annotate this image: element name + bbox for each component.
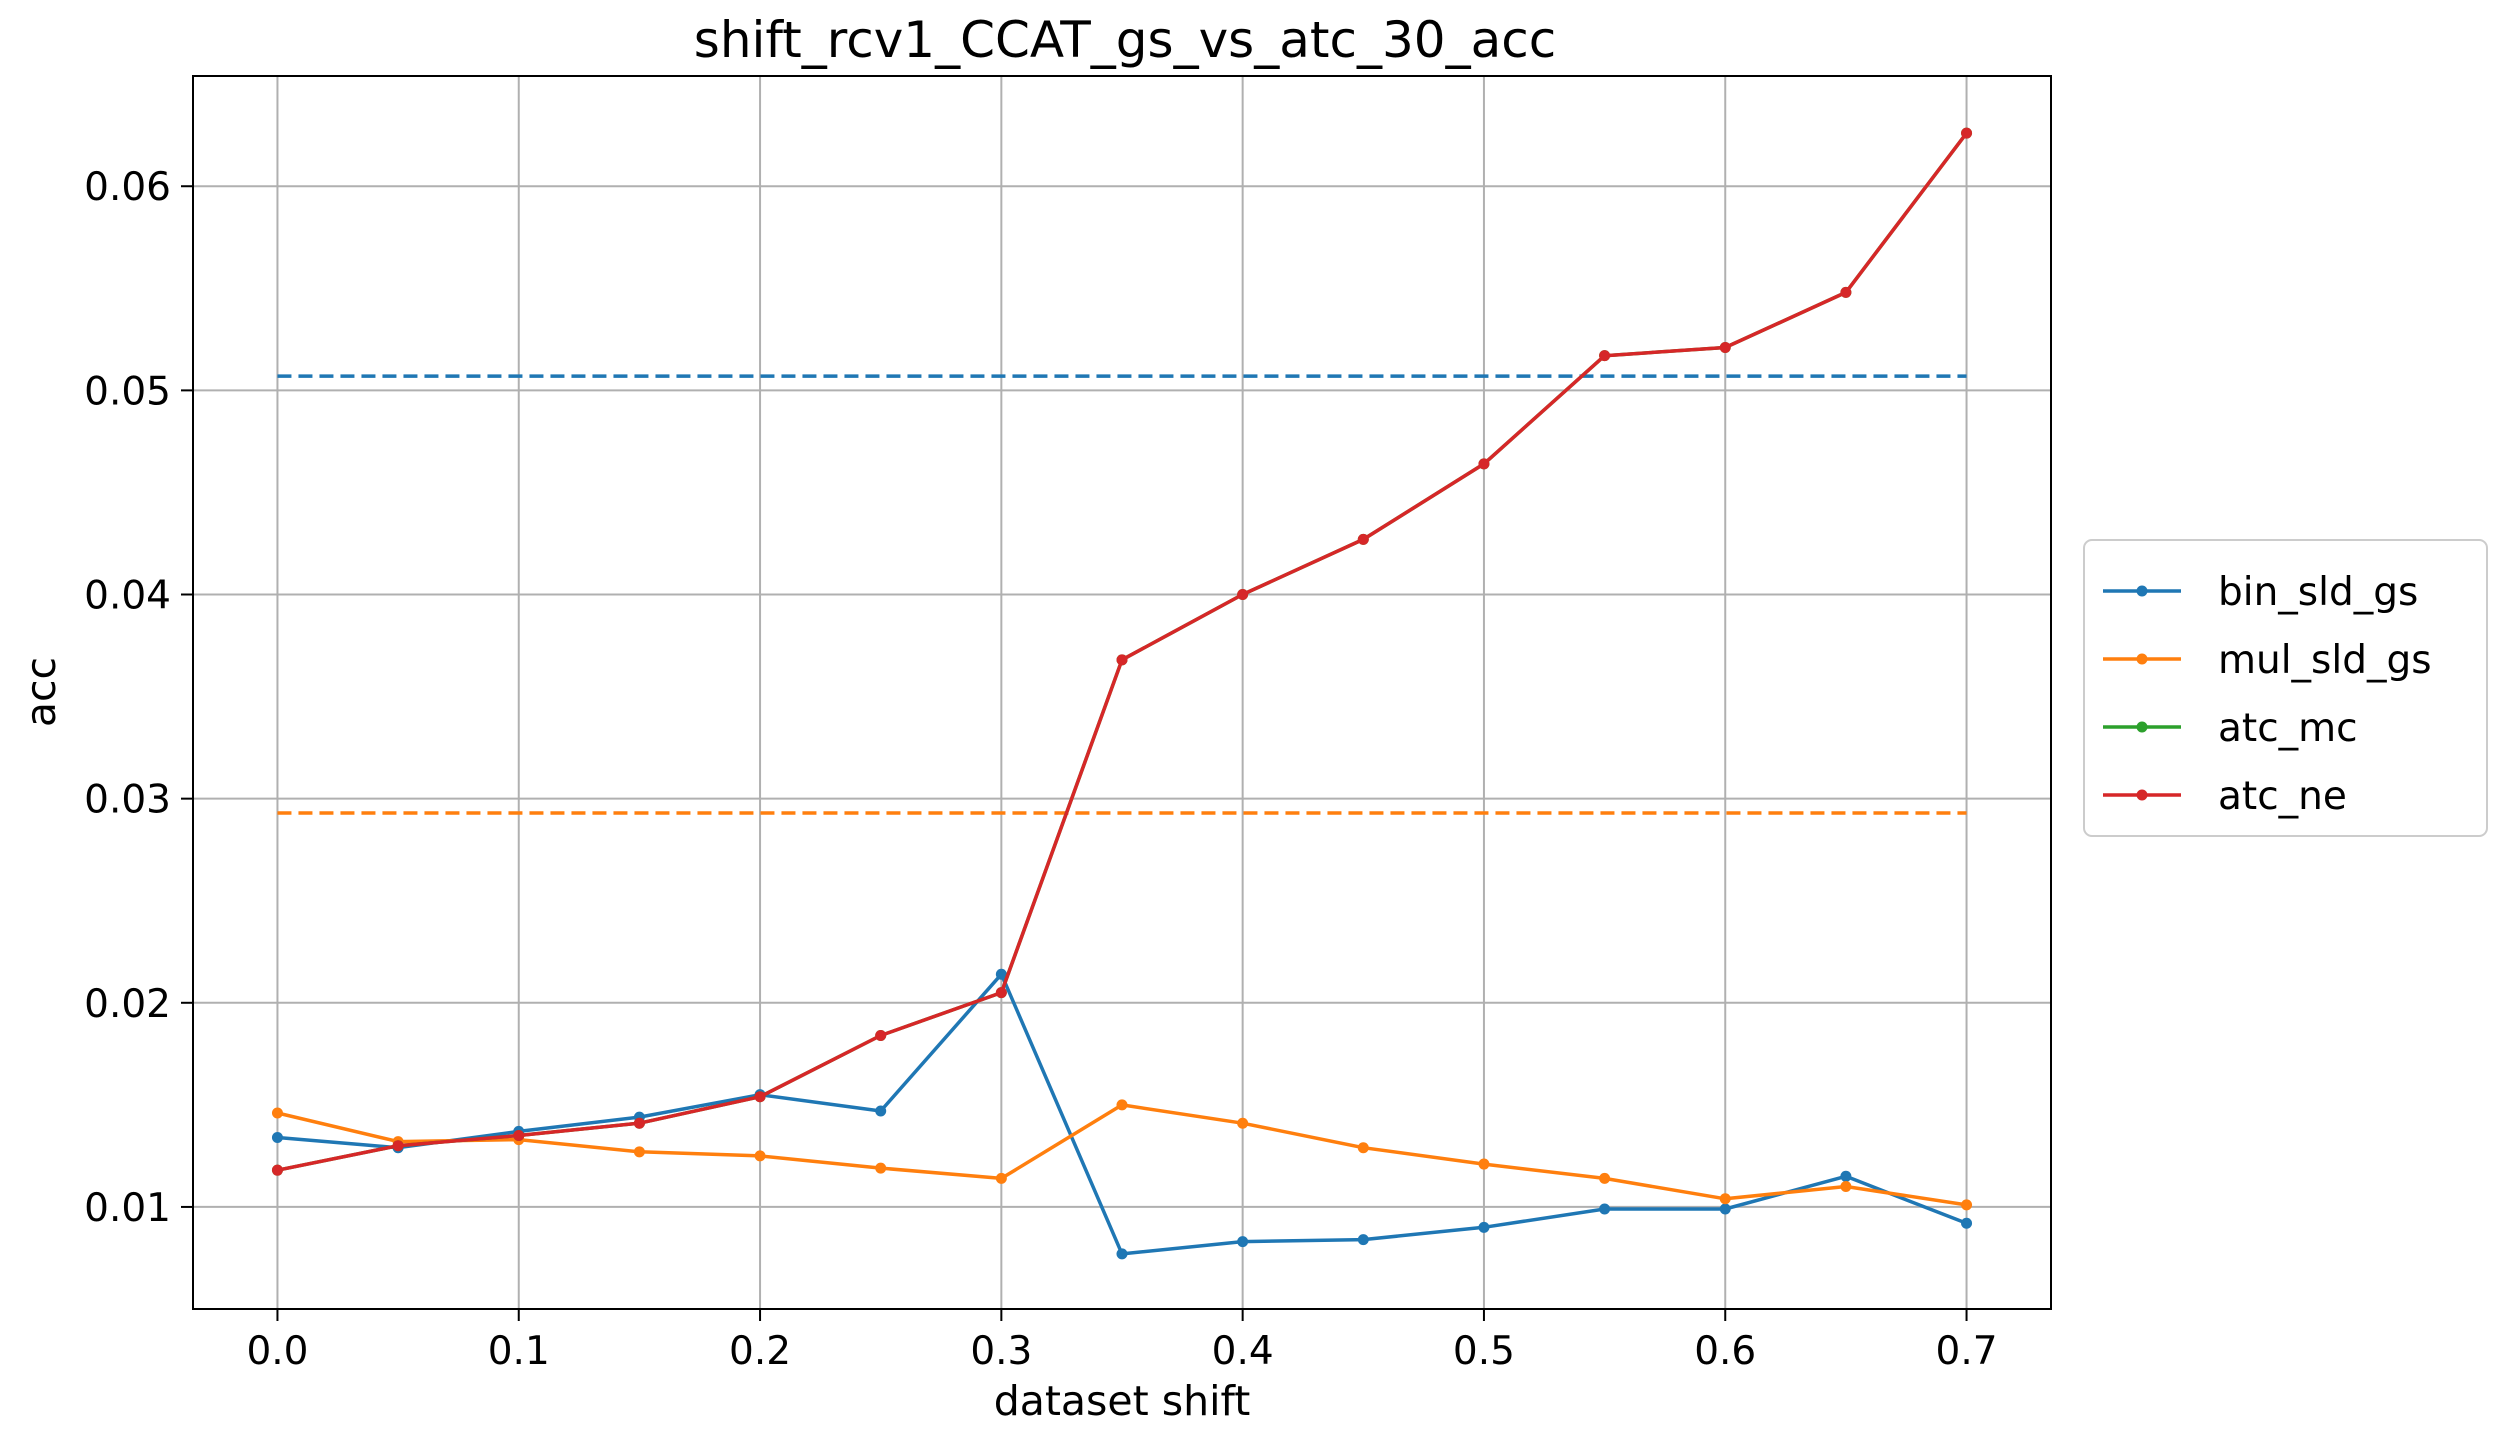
series-atc-ne	[271, 127, 1973, 1176]
x-tick-label: 0.5	[1453, 1329, 1515, 1374]
y-axis: 0.01 0.02 0.03 0.04 0.05 0.06	[84, 165, 193, 1231]
data-point-mul-sld-gs	[1237, 1117, 1249, 1129]
data-point-atc-ne	[995, 987, 1007, 999]
legend-label-bin-sld-gs: bin_sld_gs	[2218, 570, 2418, 615]
y-tick-label: 0.04	[84, 574, 171, 619]
data-point-mul-sld-gs	[995, 1172, 1007, 1184]
y-tick-label: 0.01	[84, 1186, 171, 1231]
reference-lines	[277, 374, 1967, 815]
data-point-bin-sld-gs	[1357, 1234, 1369, 1246]
data-point-atc-ne	[875, 1029, 887, 1041]
data-point-bin-sld-gs	[995, 968, 1007, 980]
data-point-mul-sld-gs	[1357, 1142, 1369, 1154]
y-tick-label: 0.05	[84, 369, 171, 414]
plot-area	[192, 75, 2052, 1310]
data-point-atc-ne	[1357, 533, 1369, 545]
series	[271, 127, 1973, 1260]
data-point-mul-sld-gs	[1599, 1172, 1611, 1184]
y-axis-label: acc	[17, 657, 65, 727]
data-point-bin-sld-gs	[1116, 1248, 1128, 1260]
data-point-atc-ne	[1840, 286, 1852, 298]
legend: bin_sld_gs mul_sld_gs atc_mc atc_ne	[2083, 539, 2488, 837]
data-point-atc-ne	[1116, 654, 1128, 666]
data-point-atc-ne	[754, 1091, 766, 1103]
data-point-bin-sld-gs	[271, 1132, 283, 1144]
x-tick-label: 0.2	[729, 1329, 791, 1374]
y-tick-label: 0.03	[84, 778, 171, 823]
x-tick-label: 0.4	[1212, 1329, 1274, 1374]
legend-label-atc-mc: atc_mc	[2218, 706, 2358, 751]
data-point-bin-sld-gs	[1478, 1221, 1490, 1233]
data-point-mul-sld-gs	[1961, 1199, 1973, 1211]
data-point-bin-sld-gs	[1840, 1170, 1852, 1182]
data-point-atc-ne	[1478, 458, 1490, 470]
data-point-mul-sld-gs	[1478, 1158, 1490, 1170]
data-point-atc-ne	[633, 1117, 645, 1129]
grid	[193, 76, 2051, 1309]
data-point-atc-ne	[513, 1129, 525, 1141]
x-tick-label: 0.3	[970, 1329, 1032, 1374]
data-point-atc-ne	[271, 1164, 283, 1176]
data-point-mul-sld-gs	[754, 1150, 766, 1162]
data-point-bin-sld-gs	[1961, 1217, 1973, 1229]
y-tick-label: 0.06	[84, 165, 171, 210]
chart-title: shift_rcv1_CCAT_gs_vs_atc_30_acc	[694, 11, 1556, 69]
series-mul-sld-gs	[271, 1099, 1973, 1211]
data-point-bin-sld-gs	[875, 1105, 887, 1117]
x-axis: 0.0 0.1 0.2 0.3 0.4 0.5 0.6 0.7	[246, 1309, 1998, 1374]
x-tick-label: 0.7	[1936, 1329, 1998, 1374]
legend-marker-bin-sld-gs	[2136, 585, 2148, 597]
legend-label-mul-sld-gs: mul_sld_gs	[2218, 638, 2432, 683]
data-point-mul-sld-gs	[271, 1107, 283, 1119]
data-point-mul-sld-gs	[1116, 1099, 1128, 1111]
data-point-atc-ne	[1719, 342, 1731, 354]
data-point-bin-sld-gs	[1719, 1203, 1731, 1215]
legend-marker-atc-ne	[2136, 789, 2148, 801]
legend-marker-atc-mc	[2136, 721, 2148, 733]
data-point-mul-sld-gs	[1840, 1181, 1852, 1193]
data-point-atc-ne	[1237, 589, 1249, 601]
x-axis-label: dataset shift	[994, 1377, 1251, 1425]
data-point-mul-sld-gs	[875, 1162, 887, 1174]
x-tick-label: 0.6	[1694, 1329, 1756, 1374]
x-tick-label: 0.0	[246, 1329, 308, 1374]
x-tick-label: 0.1	[488, 1329, 550, 1374]
data-point-atc-ne	[1961, 127, 1973, 139]
y-tick-label: 0.02	[84, 982, 171, 1027]
data-point-atc-ne	[392, 1140, 404, 1152]
data-point-bin-sld-gs	[1599, 1203, 1611, 1215]
legend-marker-mul-sld-gs	[2136, 653, 2148, 665]
data-point-atc-ne	[1599, 350, 1611, 362]
legend-label-atc-ne: atc_ne	[2218, 774, 2347, 819]
legend-box	[2083, 539, 2488, 837]
data-point-mul-sld-gs	[1719, 1193, 1731, 1205]
data-point-bin-sld-gs	[1237, 1236, 1249, 1248]
data-point-mul-sld-gs	[633, 1146, 645, 1158]
